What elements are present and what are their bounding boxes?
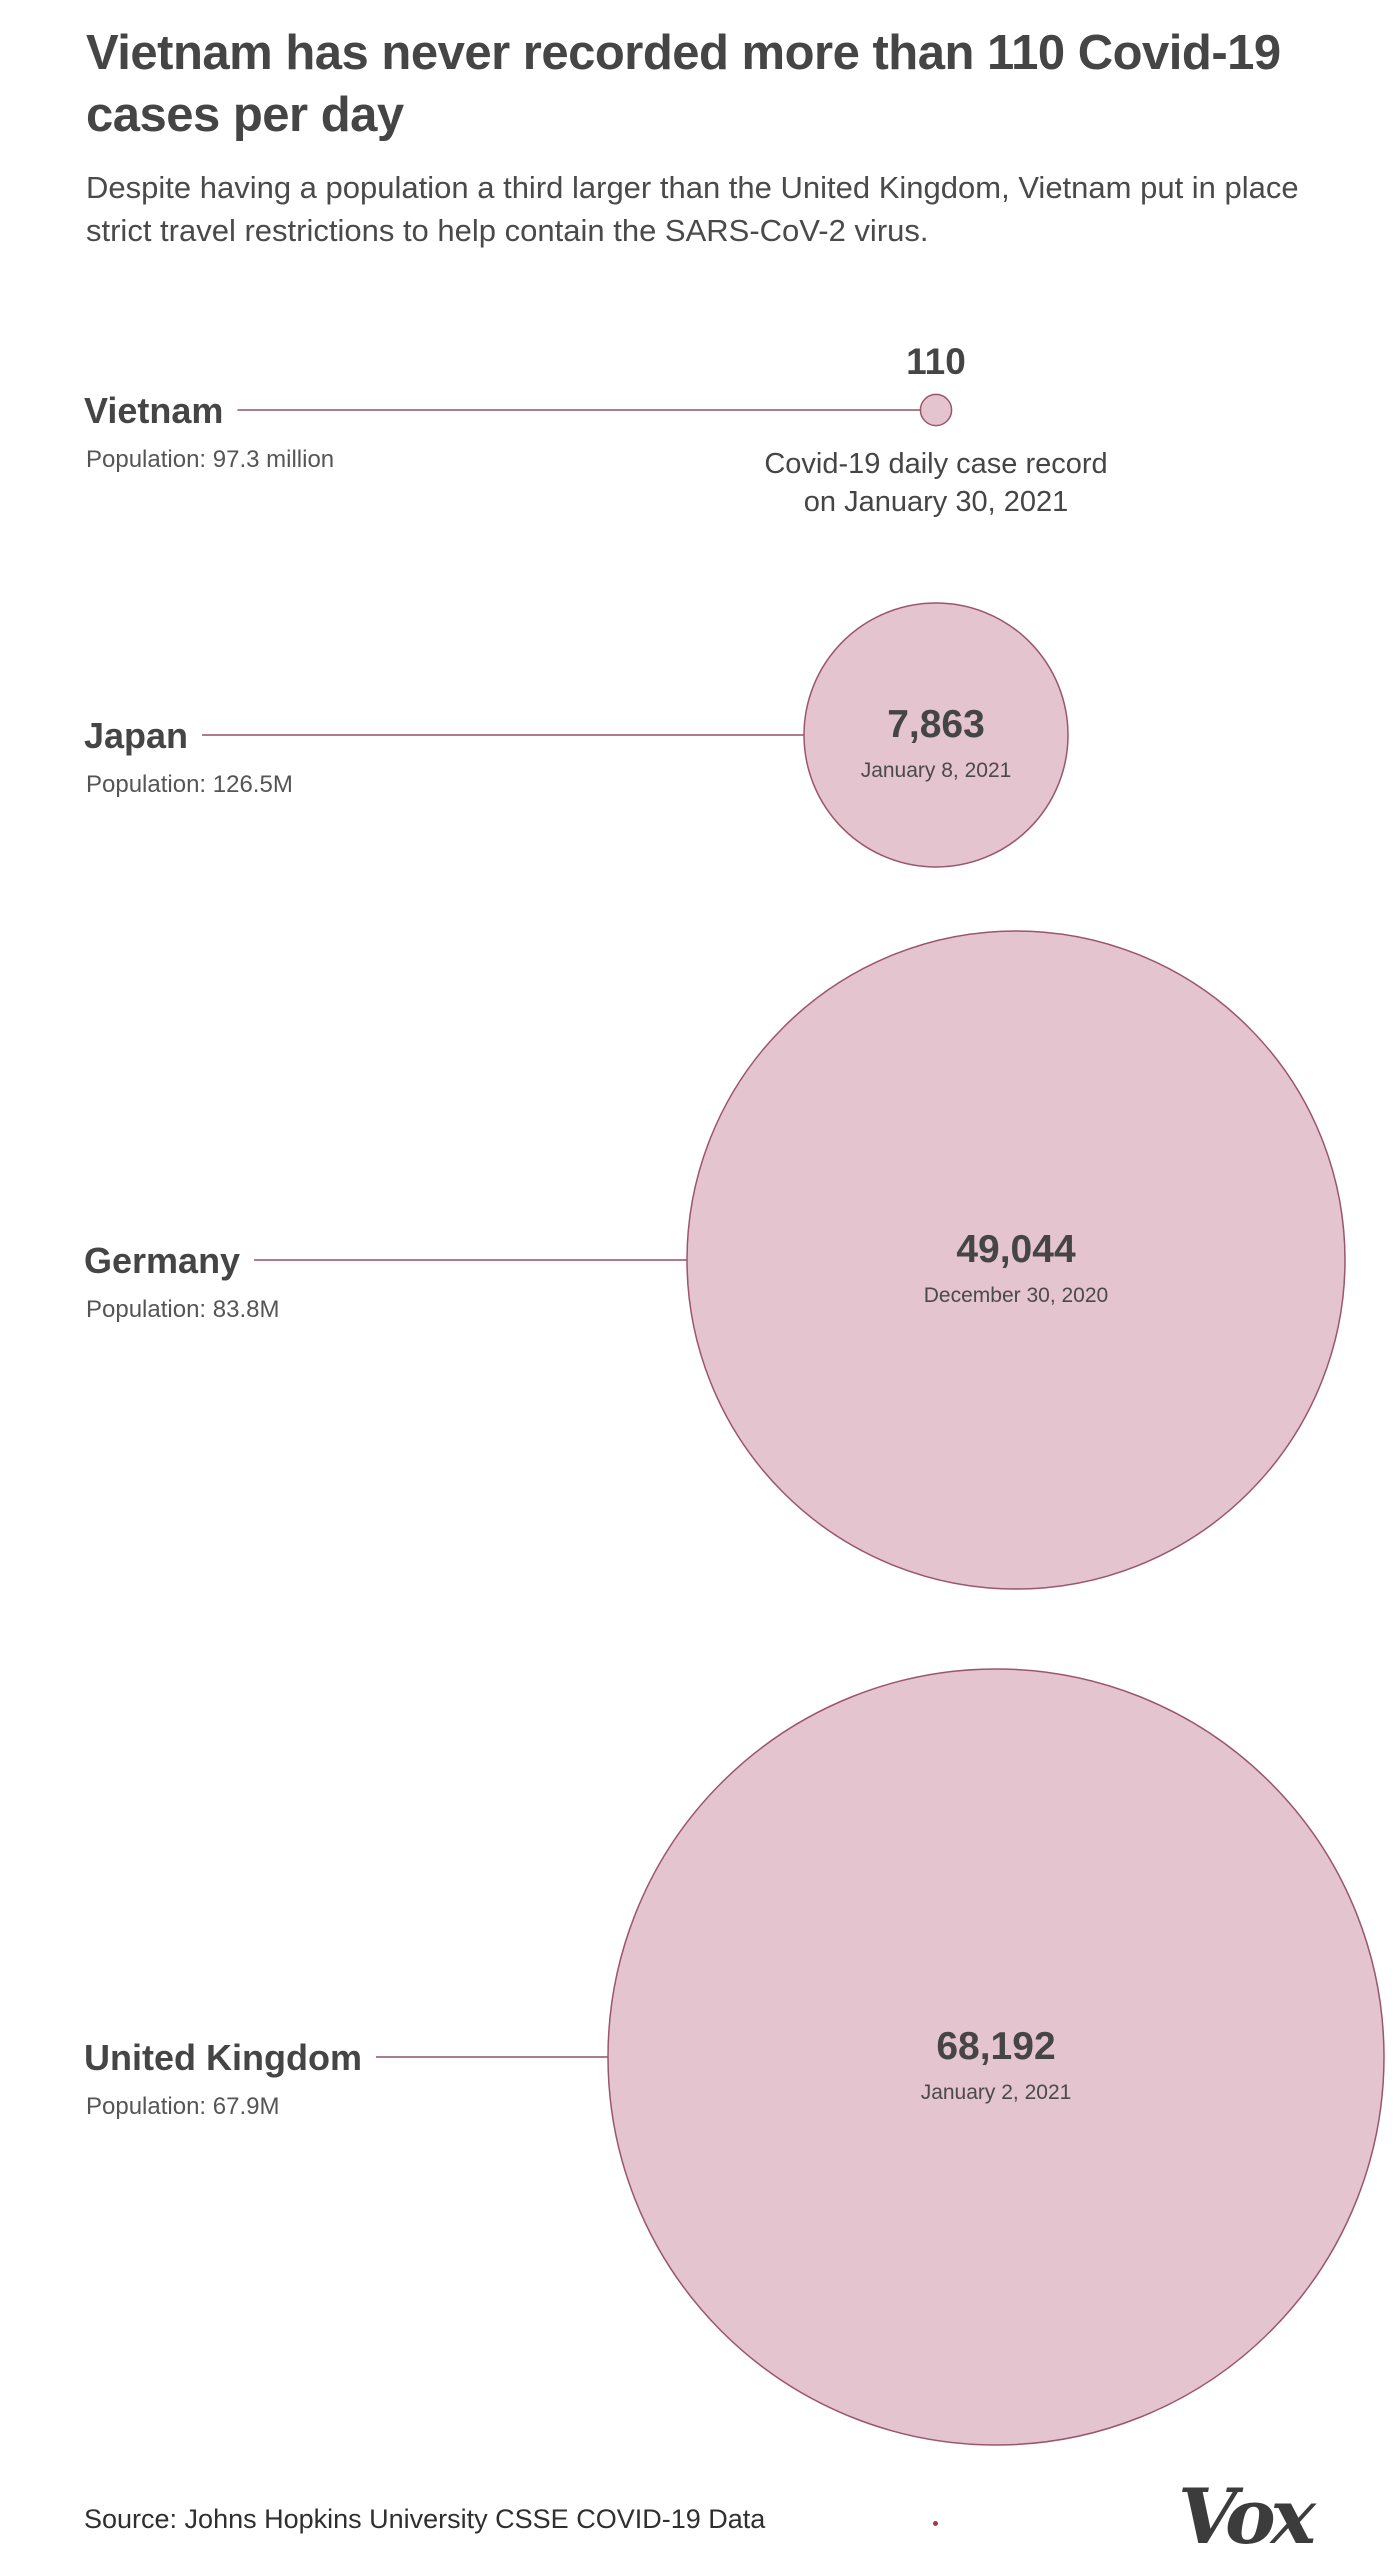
population-label-germany: Population: 83.8M	[86, 1296, 279, 1323]
value-label-united-kingdom: 68,192	[936, 2025, 1055, 2068]
population-label-japan: Population: 126.5M	[86, 771, 293, 798]
source-note: Source: Johns Hopkins University CSSE CO…	[84, 2504, 766, 2534]
bubble-united-kingdom	[607, 1668, 1385, 2446]
country-label-japan: Japan	[84, 715, 188, 756]
date-label-japan: January 8, 2021	[861, 759, 1012, 782]
date-label-united-kingdom: January 2, 2021	[921, 2081, 1072, 2104]
value-label-germany: 49,044	[956, 1228, 1076, 1271]
bubble-vietnam	[919, 393, 953, 427]
vox-logo: Vox	[1178, 2472, 1316, 2561]
bubble-germany	[686, 930, 1346, 1590]
decorative-dot	[933, 2521, 938, 2526]
callout-line-2: on January 30, 2021	[804, 486, 1068, 518]
country-label-germany: Germany	[84, 1240, 240, 1281]
chart-subtitle: Despite having a population a third larg…	[86, 170, 1299, 248]
country-label-united-kingdom: United Kingdom	[84, 2037, 362, 2078]
callout-line-1: Covid-19 daily case record	[764, 448, 1107, 480]
value-label-japan: 7,863	[887, 703, 985, 746]
chart-title: Vietnam has never recorded more than 110…	[86, 26, 1281, 142]
population-label-united-kingdom: Population: 67.9M	[86, 2093, 279, 2120]
bubble-japan	[803, 602, 1069, 868]
value-label-vietnam: 110	[906, 341, 966, 382]
country-label-vietnam: Vietnam	[84, 390, 223, 431]
date-label-germany: December 30, 2020	[924, 1284, 1108, 1307]
population-label-vietnam: Population: 97.3 million	[86, 446, 334, 473]
